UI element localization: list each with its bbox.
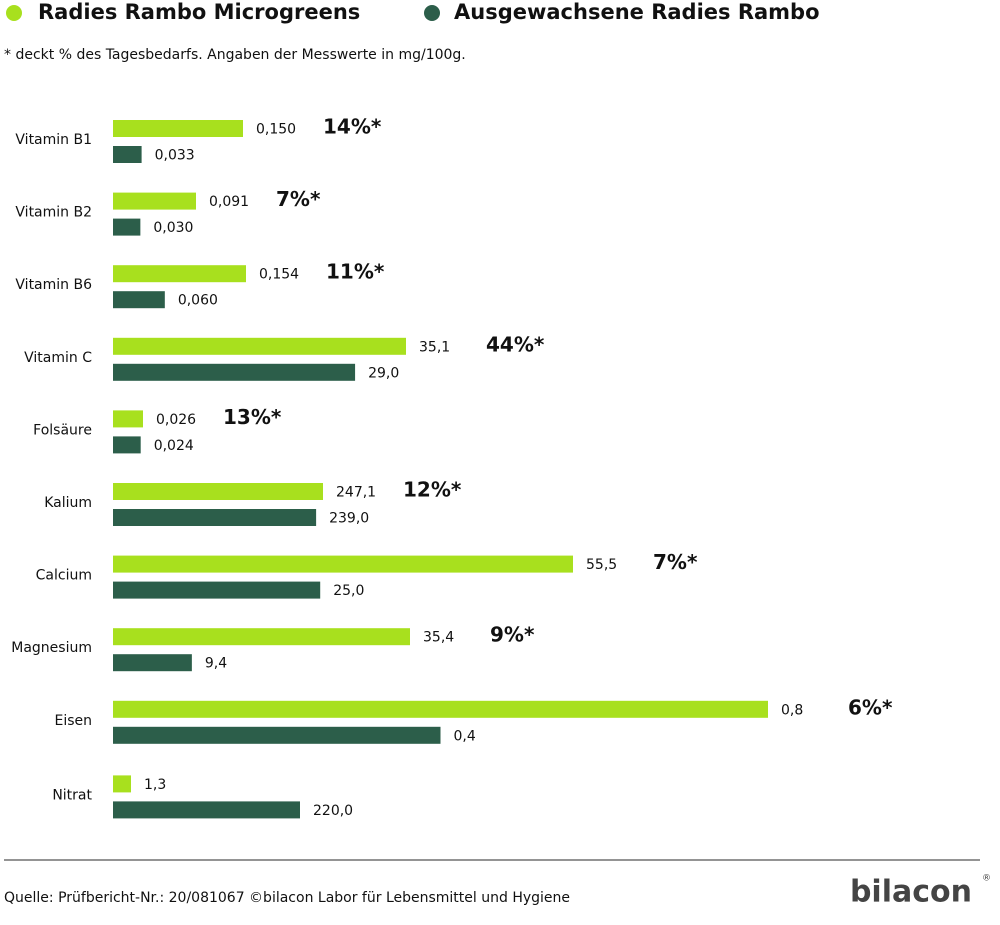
bar bbox=[113, 146, 142, 163]
value-label: 0,026 bbox=[156, 412, 196, 428]
bar bbox=[113, 436, 141, 454]
value-label: 9,4 bbox=[205, 656, 227, 672]
bar bbox=[113, 337, 406, 355]
value-label: 29,0 bbox=[368, 365, 399, 381]
value-label: 1,3 bbox=[144, 777, 166, 793]
category-label: Vitamin B2 bbox=[15, 205, 92, 221]
bar bbox=[113, 483, 323, 500]
logo-mark: ® bbox=[982, 874, 991, 884]
value-label: 55,5 bbox=[586, 557, 617, 573]
logo: bilacon bbox=[850, 875, 972, 910]
bar bbox=[113, 555, 573, 573]
bar bbox=[113, 628, 410, 646]
value-label: 239,0 bbox=[329, 511, 369, 527]
bar bbox=[113, 801, 300, 819]
value-label: 0,030 bbox=[153, 220, 193, 236]
value-label: 0,150 bbox=[256, 122, 296, 138]
bar bbox=[113, 410, 143, 428]
value-label: 0,033 bbox=[155, 148, 195, 164]
note: * deckt % des Tagesbedarfs. Angaben der … bbox=[4, 47, 466, 63]
value-label: 220,0 bbox=[313, 803, 353, 819]
daily-value-label: 6%* bbox=[848, 695, 893, 719]
category-label: Vitamin C bbox=[24, 350, 92, 366]
daily-value-label: 7%* bbox=[653, 550, 698, 574]
category-label: Eisen bbox=[54, 713, 92, 729]
legend-swatch bbox=[424, 5, 440, 21]
bar bbox=[113, 218, 141, 236]
legend-label: Radies Rambo Microgreens bbox=[38, 0, 360, 24]
category-label: Magnesium bbox=[11, 640, 92, 656]
value-label: 25,0 bbox=[333, 583, 364, 599]
category-label: Vitamin B6 bbox=[15, 277, 92, 293]
legend-label: Ausgewachsene Radies Rambo bbox=[454, 0, 820, 24]
bar bbox=[113, 581, 321, 599]
value-label: 0,024 bbox=[154, 438, 194, 454]
value-label: 0,154 bbox=[259, 267, 299, 283]
bar bbox=[113, 775, 131, 793]
category-label: Vitamin B1 bbox=[15, 132, 92, 148]
value-label: 0,8 bbox=[781, 702, 803, 718]
value-label: 35,4 bbox=[423, 630, 454, 646]
bar bbox=[113, 509, 317, 526]
bar bbox=[113, 363, 356, 381]
bar bbox=[113, 726, 441, 744]
daily-value-label: 9%* bbox=[490, 623, 535, 647]
source: Quelle: Prüfbericht-Nr.: 20/081067 ©bila… bbox=[4, 890, 570, 906]
value-label: 247,1 bbox=[336, 485, 376, 501]
daily-value-label: 7%* bbox=[276, 187, 321, 211]
value-label: 0,4 bbox=[454, 728, 476, 744]
daily-value-label: 44%* bbox=[486, 332, 545, 356]
daily-value-label: 13%* bbox=[223, 405, 282, 429]
category-label: Kalium bbox=[44, 495, 92, 511]
bar bbox=[113, 700, 768, 718]
bar bbox=[113, 120, 243, 137]
bar bbox=[113, 265, 246, 283]
bar bbox=[113, 654, 192, 672]
value-label: 35,1 bbox=[419, 339, 450, 355]
category-label: Folsäure bbox=[33, 422, 92, 438]
daily-value-label: 12%* bbox=[403, 478, 462, 502]
value-label: 0,091 bbox=[209, 194, 249, 210]
legend-swatch bbox=[6, 5, 22, 21]
category-label: Nitrat bbox=[52, 787, 92, 803]
value-label: 0,060 bbox=[178, 293, 218, 309]
daily-value-label: 14%* bbox=[323, 115, 382, 139]
bar bbox=[113, 291, 165, 309]
daily-value-label: 11%* bbox=[326, 260, 385, 284]
bar bbox=[113, 192, 196, 210]
category-label: Calcium bbox=[36, 568, 92, 584]
